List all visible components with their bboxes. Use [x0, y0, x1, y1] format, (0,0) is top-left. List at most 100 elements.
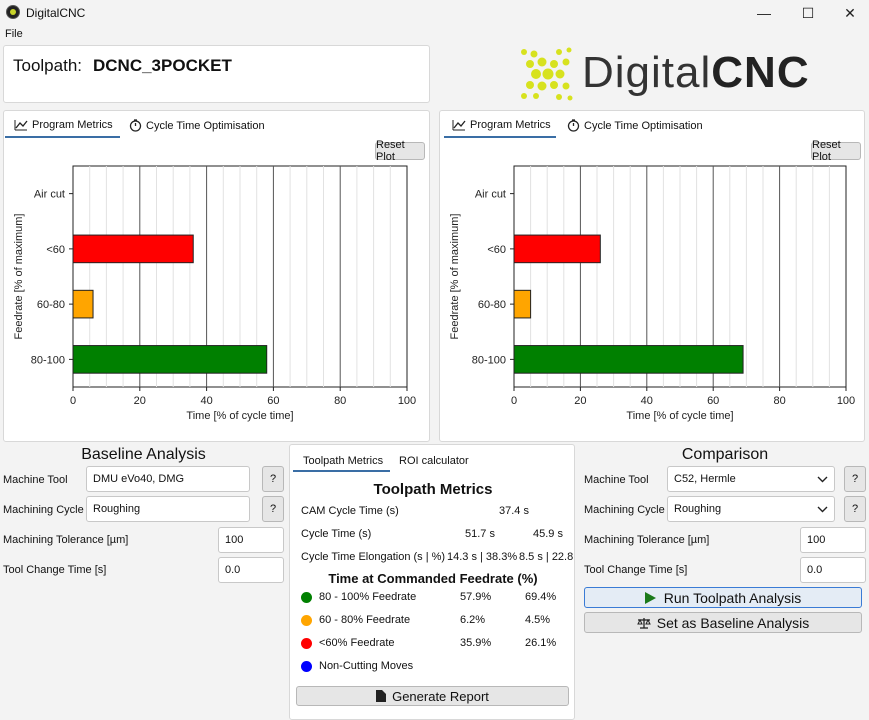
y-axis-label: Feedrate [% of maximum]	[13, 214, 25, 340]
chart-line-icon	[14, 120, 28, 131]
feedrate-row-comparison: 26.1%	[525, 637, 557, 649]
x-tick-label: 20	[574, 395, 586, 407]
x-axis-label: Time [% of cycle time]	[186, 410, 293, 422]
comp-machining-cycle-select[interactable]: Roughing	[667, 496, 835, 522]
comp-tolerance-label: Machining Tolerance [µm]	[584, 534, 710, 546]
x-tick-label: 0	[511, 395, 517, 407]
title-bar	[0, 0, 869, 26]
tab-cycle-time-optimisation-label: Cycle Time Optimisation	[584, 119, 703, 132]
y-tick-label: Air cut	[34, 189, 65, 201]
document-icon	[376, 690, 387, 702]
maximize-button[interactable]: ☐	[801, 4, 815, 21]
menu-file[interactable]: File	[5, 28, 23, 40]
generate-report-label: Generate Report	[392, 688, 489, 704]
stopwatch-icon	[129, 119, 142, 132]
x-axis-label: Time [% of cycle time]	[626, 410, 733, 422]
minimize-button[interactable]: —	[757, 5, 771, 21]
bar-chart-baseline: 0 20 40 60 80 100 Air cut <60 60-80 80-100 Time [%…	[13, 165, 416, 422]
comp-machining-cycle-help-button[interactable]: ?	[844, 496, 866, 522]
feedrate-row-label: 80 - 100% Feedrate	[319, 591, 417, 603]
bar	[72, 345, 268, 374]
reset-plot-button[interactable]: Reset Plot	[375, 139, 425, 163]
comp-machine-tool-label: Machine Tool	[584, 474, 649, 486]
x-tick-label: 100	[837, 395, 855, 407]
reset-plot-button-2[interactable]: Reset Plot	[811, 139, 861, 163]
cycle-time-comparison: 45.9 s	[533, 528, 563, 540]
logo-text-digital: Digital	[582, 48, 712, 97]
comp-tool-change-input[interactable]: 0.0	[800, 557, 866, 583]
close-button[interactable]: ✕	[844, 4, 856, 21]
y-tick-label: 60-80	[37, 299, 65, 311]
bar	[513, 345, 744, 374]
tab-underline	[444, 136, 556, 138]
feedrate-row-label: Non-Cutting Moves	[319, 660, 414, 672]
cycle-time-label: Cycle Time (s)	[301, 528, 372, 540]
y-tick-label: 80-100	[31, 354, 65, 366]
set-baseline-button[interactable]: Set as Baseline Analysis	[584, 612, 862, 633]
run-analysis-button[interactable]: Run Toolpath Analysis	[584, 587, 862, 608]
x-tick-label: 20	[134, 395, 146, 407]
toolpath-name: DCNC_3POCKET	[93, 56, 232, 75]
chart-panel-comparison: Program Metrics Cycle Time Optimisation …	[439, 110, 865, 442]
feedrate-dot-icon	[301, 661, 312, 672]
comp-tolerance-input[interactable]: 100	[800, 527, 866, 553]
feedrate-row-baseline: 57.9%	[460, 591, 492, 603]
machine-tool-label: Machine Tool	[3, 474, 68, 486]
tool-change-label: Tool Change Time [s]	[3, 564, 107, 576]
feedrate-dot-icon	[301, 592, 312, 603]
bar	[513, 289, 532, 319]
play-icon	[644, 591, 656, 604]
feedrate-title: Time at Commanded Feedrate (%)	[328, 571, 538, 586]
bar	[72, 234, 194, 264]
x-tick-label: 80	[773, 395, 785, 407]
tool-change-input[interactable]: 0.0	[218, 557, 284, 583]
chevron-down-icon	[817, 476, 828, 482]
tab-roi-calculator[interactable]: ROI calculator	[399, 455, 469, 467]
cycle-time-baseline: 51.7 s	[465, 528, 495, 540]
machine-tool-help-button[interactable]: ?	[262, 466, 284, 492]
feedrate-row-comparison: 69.4%	[525, 591, 557, 603]
bar-chart-comparison: 0 20 40 60 80 100 Air cut <60 60-80 80-100 Time [%…	[449, 165, 855, 422]
scale-icon	[636, 617, 651, 629]
bar	[72, 289, 94, 319]
cam-cycle-label: CAM Cycle Time (s)	[301, 505, 399, 517]
tab-cycle-time-optimisation[interactable]: Cycle Time Optimisation	[129, 119, 265, 132]
y-tick-label: Air cut	[475, 189, 506, 201]
cam-cycle-value: 37.4 s	[499, 505, 529, 517]
elongation-baseline: 14.3 s | 38.3%	[447, 551, 518, 563]
tab-program-metrics-label: Program Metrics	[32, 119, 113, 131]
run-analysis-label: Run Toolpath Analysis	[663, 589, 802, 606]
chart-line-icon	[452, 120, 466, 131]
tab-program-metrics[interactable]: Program Metrics	[14, 119, 113, 131]
tab-underline	[5, 136, 120, 138]
comp-machine-tool-help-button[interactable]: ?	[844, 466, 866, 492]
comp-machine-tool-select[interactable]: C52, Hermle	[667, 466, 835, 492]
feedrate-dot-icon	[301, 615, 312, 626]
tolerance-input[interactable]: 100	[218, 527, 284, 553]
elongation-label: Cycle Time Elongation (s | %)	[301, 551, 446, 563]
logo-text-cnc: CNC	[711, 48, 810, 97]
machining-cycle-help-button[interactable]: ?	[262, 496, 284, 522]
tab-underline	[293, 470, 390, 472]
generate-report-button[interactable]: Generate Report	[296, 686, 569, 706]
machining-cycle-field[interactable]: Roughing	[86, 496, 250, 522]
tolerance-label: Machining Tolerance [µm]	[3, 534, 129, 546]
tab-cycle-time-optimisation-2[interactable]: Cycle Time Optimisation	[567, 119, 703, 132]
machine-tool-field[interactable]: DMU eVo40, DMG	[86, 466, 250, 492]
tab-program-metrics-label: Program Metrics	[470, 119, 551, 131]
x-tick-label: 80	[334, 395, 346, 407]
comp-tool-change-label: Tool Change Time [s]	[584, 564, 688, 576]
machining-cycle-label: Machining Cycle	[3, 504, 84, 516]
logo: DigitalCNC	[514, 44, 864, 104]
x-tick-label: 40	[200, 395, 212, 407]
x-tick-label: 0	[70, 395, 76, 407]
comp-machining-cycle-value: Roughing	[674, 503, 722, 515]
tab-program-metrics-2[interactable]: Program Metrics	[452, 119, 551, 131]
stopwatch-icon	[567, 119, 580, 132]
toolpath-panel: Toolpath: DCNC_3POCKET	[3, 45, 430, 103]
feedrate-row-label: <60% Feedrate	[319, 637, 395, 649]
y-tick-label: <60	[487, 244, 506, 256]
set-baseline-label: Set as Baseline Analysis	[656, 614, 810, 631]
elongation-comparison: 8.5 s | 22.8	[519, 551, 574, 563]
tab-toolpath-metrics[interactable]: Toolpath Metrics	[303, 455, 384, 467]
